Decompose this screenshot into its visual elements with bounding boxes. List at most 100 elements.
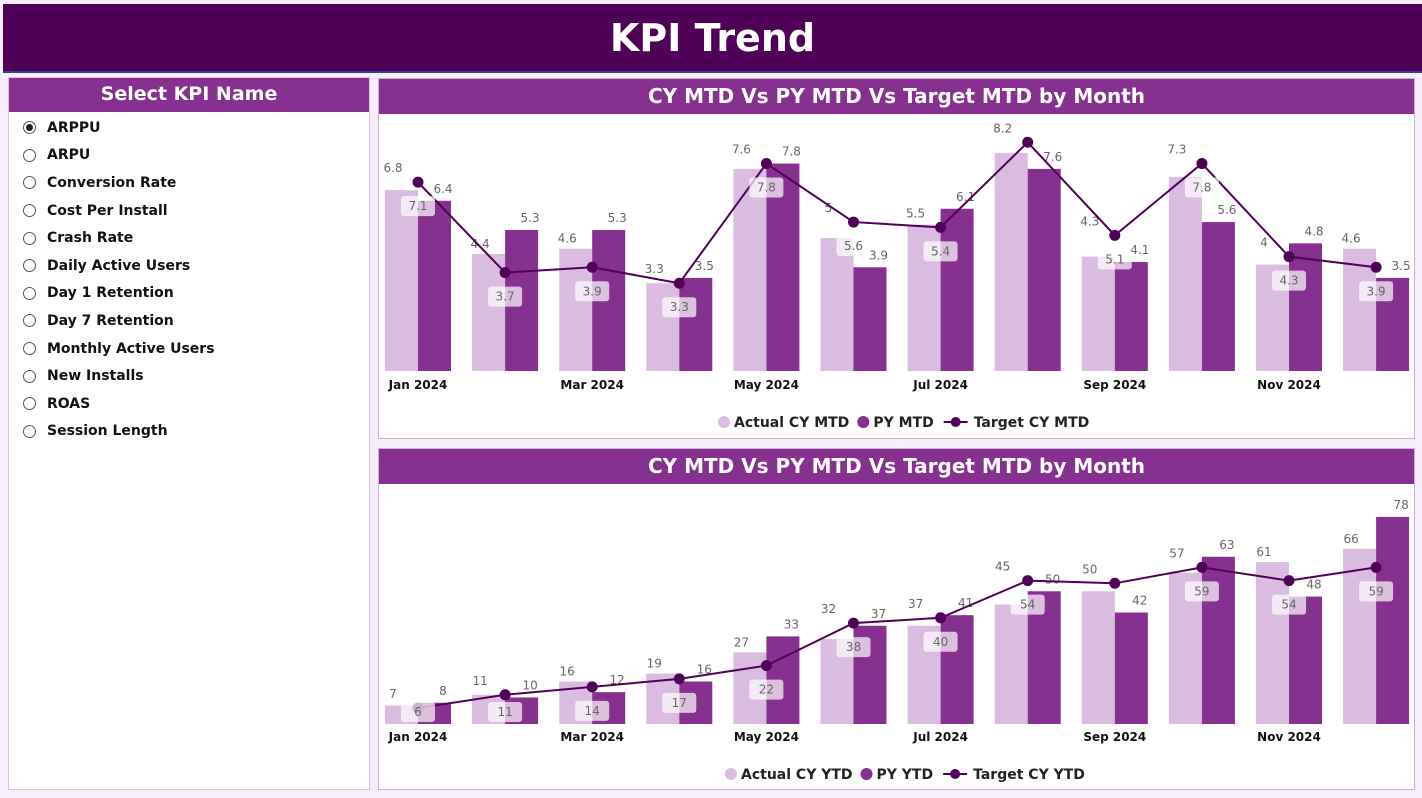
x-tick-label: Sep 2024 bbox=[1083, 378, 1146, 392]
target-point[interactable] bbox=[1022, 575, 1034, 587]
actual-bar[interactable] bbox=[1256, 562, 1289, 724]
target-point[interactable] bbox=[848, 617, 859, 629]
kpi-option[interactable]: ARPPU bbox=[9, 114, 369, 142]
ytd-chart-title: CY MTD Vs PY MTD Vs Target MTD by Month bbox=[379, 449, 1414, 484]
py-bar[interactable] bbox=[940, 208, 974, 371]
py-bar[interactable] bbox=[1376, 516, 1410, 724]
radio-button[interactable] bbox=[23, 342, 36, 356]
py-bar[interactable] bbox=[1114, 612, 1148, 725]
py-data-label: 5.3 bbox=[521, 211, 540, 225]
target-point[interactable] bbox=[1283, 251, 1295, 263]
kpi-option[interactable]: Daily Active Users bbox=[9, 252, 369, 280]
py-bar[interactable] bbox=[766, 163, 800, 371]
actual-bar[interactable] bbox=[646, 283, 680, 371]
kpi-option[interactable]: Monthly Active Users bbox=[9, 335, 369, 363]
radio-button[interactable] bbox=[23, 204, 36, 218]
actual-bar[interactable] bbox=[733, 168, 767, 371]
py-bar[interactable] bbox=[1027, 168, 1061, 371]
kpi-option[interactable]: Day 7 Retention bbox=[9, 307, 369, 335]
actual-bar[interactable] bbox=[1343, 548, 1377, 724]
radio-button[interactable] bbox=[23, 314, 36, 328]
actual-bar[interactable] bbox=[472, 253, 506, 371]
legend-py-label[interactable]: PY MTD bbox=[873, 415, 933, 431]
py-bar[interactable] bbox=[1201, 222, 1235, 371]
kpi-option[interactable]: ARPU bbox=[9, 142, 369, 170]
legend-actual-label[interactable]: Actual CY YTD bbox=[741, 767, 853, 783]
target-point[interactable] bbox=[1196, 561, 1208, 573]
actual-bar[interactable] bbox=[820, 238, 854, 371]
kpi-option[interactable]: Cost Per Install bbox=[9, 197, 369, 225]
radio-button[interactable] bbox=[23, 369, 36, 383]
target-data-label: 17 bbox=[672, 696, 687, 710]
target-point[interactable] bbox=[499, 689, 511, 701]
actual-data-label: 7.3 bbox=[1167, 143, 1186, 157]
legend-target-label[interactable]: Target CY YTD bbox=[973, 767, 1085, 783]
target-point[interactable] bbox=[412, 176, 424, 188]
actual-bar[interactable] bbox=[994, 152, 1028, 371]
target-point[interactable] bbox=[1109, 229, 1121, 241]
radio-button[interactable] bbox=[23, 231, 36, 245]
kpi-option[interactable]: New Installs bbox=[9, 362, 369, 390]
target-point[interactable] bbox=[1370, 261, 1382, 273]
actual-bar[interactable] bbox=[994, 604, 1028, 724]
py-bar[interactable] bbox=[940, 615, 974, 724]
target-label-box bbox=[836, 236, 871, 257]
target-point[interactable] bbox=[673, 673, 685, 685]
py-bar[interactable] bbox=[418, 200, 451, 371]
legend-py-label[interactable]: PY YTD bbox=[877, 767, 934, 783]
radio-button[interactable] bbox=[23, 148, 36, 162]
actual-data-label: 6.8 bbox=[383, 161, 402, 175]
target-point[interactable] bbox=[760, 660, 772, 672]
kpi-option[interactable]: Conversion Rate bbox=[9, 169, 369, 197]
target-label-box bbox=[1359, 281, 1394, 302]
target-point[interactable] bbox=[935, 612, 947, 624]
target-point[interactable] bbox=[1109, 577, 1121, 589]
legend-actual-label[interactable]: Actual CY MTD bbox=[734, 415, 849, 431]
radio-button[interactable] bbox=[23, 176, 36, 190]
radio-button[interactable] bbox=[23, 259, 36, 273]
target-point[interactable] bbox=[1022, 136, 1034, 148]
legend-target-label[interactable]: Target CY MTD bbox=[974, 415, 1090, 431]
py-bar[interactable] bbox=[679, 277, 713, 371]
target-label-box bbox=[401, 702, 435, 722]
actual-bar[interactable] bbox=[1081, 256, 1115, 371]
target-point[interactable] bbox=[499, 267, 511, 279]
target-point[interactable] bbox=[586, 681, 598, 693]
py-bar[interactable] bbox=[1289, 596, 1322, 724]
kpi-option-label: Daily Active Users bbox=[47, 257, 191, 274]
py-data-label: 8 bbox=[439, 684, 447, 698]
actual-bar[interactable] bbox=[1343, 248, 1377, 371]
kpi-option[interactable]: ROAS bbox=[9, 390, 369, 418]
py-bar[interactable] bbox=[1114, 261, 1148, 371]
kpi-option[interactable]: Day 1 Retention bbox=[9, 280, 369, 308]
actual-bar[interactable] bbox=[385, 190, 418, 371]
radio-button[interactable] bbox=[23, 121, 36, 135]
target-label-box bbox=[1272, 594, 1306, 615]
mtd-chart-title: CY MTD Vs PY MTD Vs Target MTD by Month bbox=[379, 79, 1414, 114]
target-label-box bbox=[1184, 581, 1219, 602]
kpi-option[interactable]: Session Length bbox=[9, 418, 369, 446]
radio-button[interactable] bbox=[23, 286, 36, 300]
target-point[interactable] bbox=[935, 221, 947, 233]
target-point[interactable] bbox=[673, 277, 685, 289]
target-point[interactable] bbox=[1370, 561, 1382, 573]
actual-bar[interactable] bbox=[1168, 176, 1202, 371]
target-point[interactable] bbox=[1283, 575, 1295, 587]
actual-data-label: 27 bbox=[734, 635, 749, 649]
kpi-option-label: ARPPU bbox=[47, 119, 101, 136]
target-point[interactable] bbox=[1196, 158, 1208, 170]
py-bar[interactable] bbox=[853, 267, 887, 371]
py-data-label: 7.8 bbox=[782, 145, 801, 159]
kpi-option-label: New Installs bbox=[47, 368, 144, 385]
actual-data-label: 19 bbox=[647, 657, 662, 671]
radio-button[interactable] bbox=[23, 424, 36, 438]
radio-button[interactable] bbox=[23, 397, 36, 411]
actual-bar[interactable] bbox=[1081, 591, 1115, 724]
target-point[interactable] bbox=[586, 261, 598, 273]
kpi-option[interactable]: Crash Rate bbox=[9, 224, 369, 252]
target-point[interactable] bbox=[760, 158, 772, 170]
py-bar[interactable] bbox=[1289, 243, 1322, 371]
target-point[interactable] bbox=[848, 216, 859, 228]
